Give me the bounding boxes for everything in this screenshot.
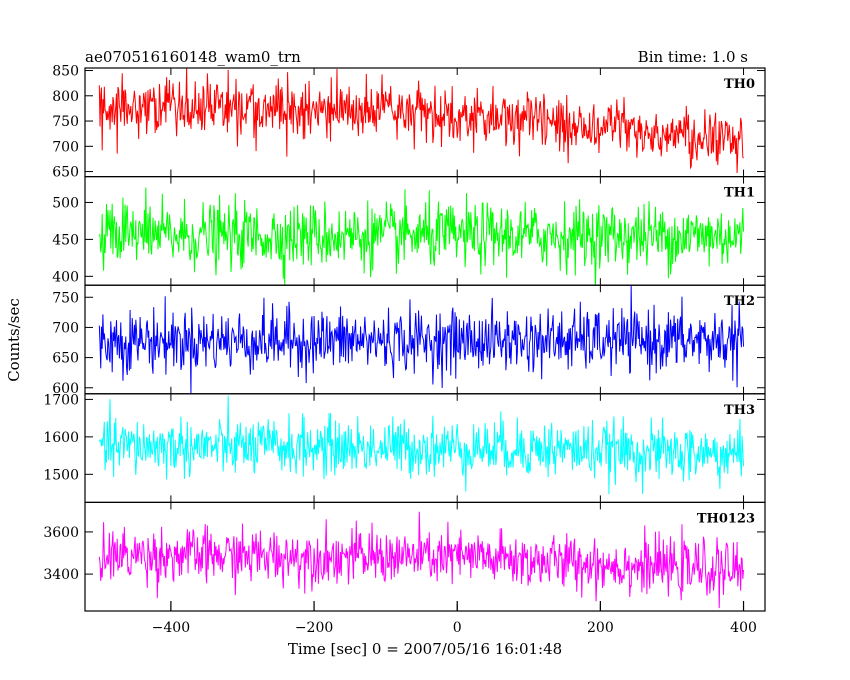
- series-line-th0123: [98, 511, 745, 609]
- y-tick-label: 750: [52, 290, 79, 306]
- x-tick-label: −400: [152, 620, 190, 636]
- y-tick-label: 1600: [43, 430, 79, 446]
- x-tick-label: −200: [295, 620, 333, 636]
- y-tick-label: 700: [52, 139, 79, 155]
- series-line-th1: [98, 187, 745, 286]
- panel-frame: [84, 501, 766, 612]
- panel-th1: 400 450 500 TH1: [52, 176, 766, 286]
- panels-group: 650 700 750 800 850 TH0 400 450 500 TH1 600 650 700 7…: [43, 64, 766, 612]
- y-tick-label: 3400: [43, 567, 79, 583]
- y-axis-label: Counts/sec: [5, 298, 23, 382]
- panel-th3: 1500 1600 1700 TH3: [43, 392, 766, 503]
- y-tick-label: 700: [52, 320, 79, 336]
- y-tick-label: 1500: [43, 467, 79, 483]
- panel-label: TH1: [724, 186, 755, 201]
- panel-th0: 650 700 750 800 850 TH0: [52, 64, 766, 181]
- x-tick-label: 200: [587, 620, 614, 636]
- panel-label: TH2: [724, 294, 755, 309]
- x-tick-label: 400: [730, 620, 757, 636]
- y-tick-label: 3600: [43, 525, 79, 541]
- panel-label: TH0123: [697, 511, 755, 526]
- y-tick-label: 750: [52, 114, 79, 130]
- panel-th0123: 3400 3600 TH0123: [43, 501, 766, 612]
- y-tick-label: 850: [52, 64, 79, 80]
- y-tick-label: 600: [52, 381, 79, 397]
- x-tick-label: 0: [453, 620, 462, 636]
- y-tick-label: 400: [52, 269, 79, 285]
- x-axis: −400 −200 0 200 400: [152, 601, 757, 636]
- series-line-th0: [98, 68, 744, 173]
- y-tick-label: 450: [52, 232, 79, 248]
- y-tick-label: 800: [52, 89, 79, 105]
- panel-th2: 600 650 700 750 TH2: [52, 284, 766, 397]
- y-tick-label: 650: [52, 165, 79, 181]
- y-tick-label: 1700: [43, 392, 79, 408]
- x-axis-label: Time [sec] 0 = 2007/05/16 16:01:48: [288, 640, 562, 658]
- y-tick-label: 650: [52, 351, 79, 367]
- series-line-th2: [98, 285, 745, 394]
- chart-title: ae070516160148_wam0_trn: [85, 48, 301, 66]
- series-line-th3: [98, 395, 745, 495]
- bin-time-label: Bin time: 1.0 s: [638, 48, 748, 66]
- panel-label: TH3: [724, 403, 755, 418]
- y-tick-label: 500: [52, 195, 79, 211]
- panel-label: TH0: [724, 77, 755, 92]
